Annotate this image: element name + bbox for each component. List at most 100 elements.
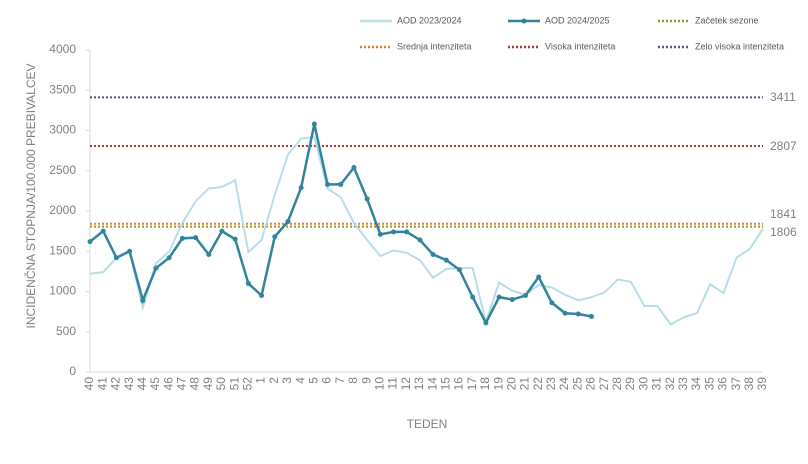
x-tick-label: 22 (531, 377, 545, 391)
x-tick-label: 25 (570, 377, 584, 391)
legend-label: Visoka intenziteta (545, 41, 615, 51)
series-marker (575, 311, 581, 317)
series-marker (470, 294, 476, 300)
series-marker (325, 181, 331, 187)
x-tick-label: 33 (676, 377, 690, 391)
series-marker (351, 165, 357, 171)
x-tick-label: 28 (610, 377, 624, 391)
x-tick-label: 11 (386, 377, 400, 390)
series-marker (127, 248, 133, 254)
y-tick-label: 3000 (49, 123, 76, 137)
x-tick-label: 2 (267, 377, 281, 384)
y-tick-label: 1500 (49, 243, 76, 257)
x-tick-label: 39 (755, 377, 769, 391)
x-tick-label: 3 (280, 377, 294, 384)
x-tick-label: 20 (504, 377, 518, 391)
series-marker (285, 218, 291, 224)
series-marker (430, 251, 436, 257)
x-tick-label: 19 (491, 377, 505, 391)
x-tick-label: 8 (346, 377, 360, 384)
series-marker (311, 121, 317, 127)
series-marker (259, 293, 265, 299)
series-marker (100, 228, 106, 234)
legend-label: Srednja intenziteta (397, 41, 472, 51)
x-tick-label: 7 (333, 377, 347, 384)
x-tick-label: 12 (399, 377, 413, 391)
y-tick-label: 2500 (49, 163, 76, 177)
x-tick-label: 17 (465, 377, 479, 391)
series-marker (443, 257, 449, 263)
x-tick-label: 26 (584, 377, 598, 391)
x-tick-label: 51 (227, 377, 241, 391)
series-line (89, 135, 764, 326)
reference-label: 2807 (770, 139, 797, 153)
x-tick-label: 41 (95, 377, 109, 391)
reference-label: 3411 (770, 90, 796, 104)
series-marker (338, 181, 344, 187)
y-axis-title: INCIDENČNA STOPNJA/100.000 PREBIVALCEV (23, 64, 38, 329)
x-tick-label: 29 (623, 377, 637, 391)
y-tick-label: 4000 (49, 42, 76, 56)
y-tick-label: 500 (56, 324, 76, 338)
x-tick-label: 9 (359, 377, 373, 384)
x-tick-label: 34 (689, 377, 703, 391)
series-marker (206, 251, 212, 257)
x-tick-label: 24 (557, 377, 571, 391)
x-tick-label: 14 (425, 377, 439, 391)
x-tick-label: 44 (135, 377, 149, 391)
x-tick-label: 10 (372, 377, 386, 391)
y-tick-label: 1000 (49, 284, 76, 298)
x-tick-label: 15 (438, 377, 452, 391)
series-marker (549, 300, 555, 306)
x-tick-label: 38 (742, 377, 756, 391)
series-marker (87, 239, 93, 245)
x-tick-label: 30 (636, 377, 650, 391)
x-axis-title: TEDEN (407, 417, 448, 431)
y-tick-label: 3500 (49, 82, 76, 96)
reference-label: 1841 (770, 207, 797, 221)
series-marker (588, 313, 594, 319)
series-marker (179, 235, 185, 241)
x-tick-label: 13 (412, 377, 426, 391)
reference-label: 1806 (770, 225, 797, 239)
x-tick-label: 6 (320, 377, 334, 384)
x-tick-label: 47 (175, 377, 189, 391)
series-marker (562, 310, 568, 316)
series-marker (364, 196, 370, 202)
series-marker (140, 297, 146, 303)
x-tick-label: 52 (241, 377, 255, 391)
x-tick-label: 36 (716, 377, 730, 391)
x-tick-label: 1 (254, 377, 268, 384)
x-tick-label: 32 (663, 377, 677, 391)
legend-marker (521, 18, 527, 24)
x-tick-label: 31 (650, 377, 664, 391)
x-tick-label: 16 (452, 377, 466, 391)
x-tick-label: 42 (109, 377, 123, 391)
series-marker (417, 237, 423, 243)
series-marker (245, 280, 251, 286)
x-tick-label: 49 (201, 377, 215, 391)
series-marker (496, 294, 502, 300)
x-tick-label: 21 (518, 377, 532, 391)
x-tick-label: 23 (544, 377, 558, 391)
series-marker (219, 228, 225, 234)
series-marker (536, 274, 542, 280)
x-tick-label: 40 (82, 377, 96, 391)
x-tick-label: 18 (478, 377, 492, 391)
y-tick-label: 0 (69, 364, 76, 378)
series-marker (232, 236, 238, 242)
x-tick-label: 35 (702, 377, 716, 391)
x-tick-label: 48 (188, 377, 202, 391)
x-tick-label: 43 (122, 377, 136, 391)
series-marker (272, 234, 278, 240)
series-line (89, 123, 592, 326)
legend-label: AOD 2024/2025 (545, 15, 610, 25)
legend-label: AOD 2023/2024 (397, 15, 462, 25)
series-marker (298, 185, 304, 191)
x-tick-label: 5 (307, 377, 321, 384)
series-marker (113, 255, 119, 261)
series-marker (509, 297, 515, 303)
series-marker (456, 267, 462, 273)
x-tick-label: 50 (214, 377, 228, 391)
